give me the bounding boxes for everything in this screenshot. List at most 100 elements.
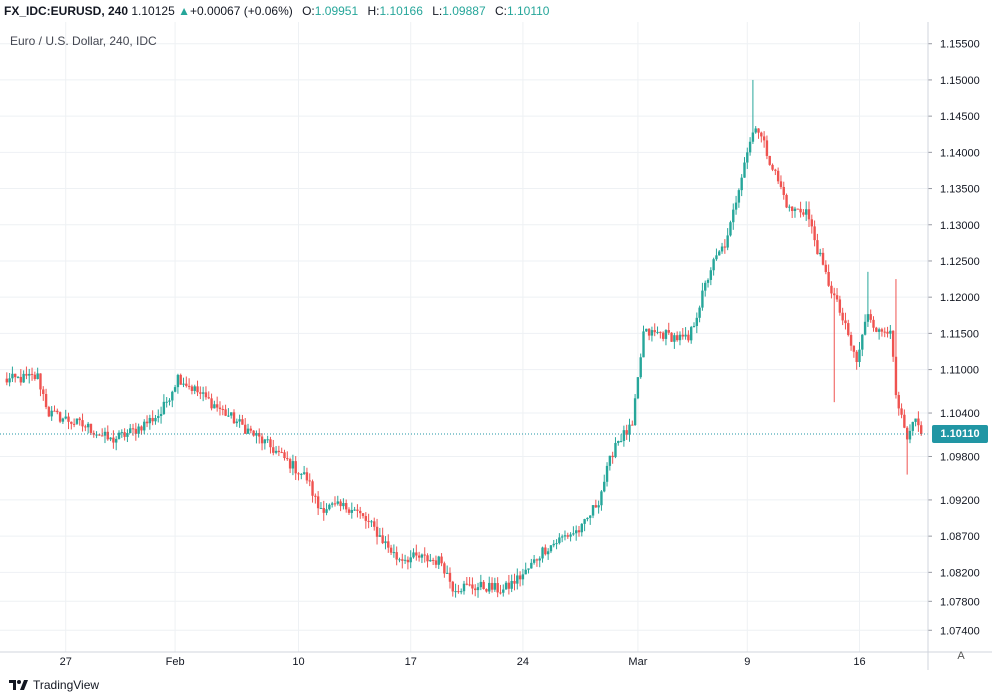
candlestick-chart[interactable]: 1.15500 1.15000 1.14500 1.14000 1.13500 1.130…	[0, 22, 992, 670]
candle-body	[120, 432, 124, 434]
candle-down	[185, 376, 188, 388]
candle-body	[788, 206, 791, 208]
candle-body	[802, 212, 805, 215]
auto-scale-button[interactable]: A	[957, 650, 965, 662]
candle-up	[488, 576, 491, 594]
candle-down	[723, 239, 727, 254]
candle-body	[39, 373, 42, 390]
candle-up	[914, 418, 917, 427]
candle-up	[737, 188, 741, 208]
candle-body	[367, 520, 370, 522]
candle-up	[266, 435, 269, 444]
candle-body	[729, 222, 732, 236]
candle-down	[448, 567, 452, 589]
candle-body	[866, 314, 870, 322]
candle-down	[824, 260, 828, 275]
candle-body	[258, 433, 261, 437]
y-tick-label: 1.13500	[940, 184, 980, 196]
candle-up	[858, 342, 861, 368]
candle-body	[137, 426, 140, 434]
candle-body	[628, 424, 631, 435]
candle-body	[420, 554, 424, 558]
candle-body	[684, 334, 687, 337]
candle-body	[322, 507, 325, 513]
candle-down	[869, 309, 872, 323]
candle-body	[157, 415, 160, 419]
candle-down	[30, 367, 34, 381]
candle-up	[157, 409, 160, 423]
candle-body	[44, 394, 48, 408]
candle-body	[799, 208, 802, 213]
candle-body	[821, 252, 825, 265]
tradingview-logo-icon[interactable]	[8, 677, 30, 693]
candle-body	[502, 589, 505, 593]
candle-body	[796, 208, 799, 210]
candle-up	[201, 386, 205, 402]
candle-body	[459, 591, 463, 593]
candle-down	[145, 415, 149, 428]
candle-up	[746, 147, 749, 169]
candle-up	[328, 503, 331, 511]
candle-body	[171, 391, 174, 401]
candle-body	[151, 417, 154, 422]
candle-up	[734, 195, 738, 215]
candle-body	[300, 473, 303, 475]
candle-up	[572, 526, 575, 536]
chart-container[interactable]: 1.15500 1.15000 1.14500 1.14000 1.13500 1.130…	[0, 22, 992, 670]
candle-up	[732, 203, 735, 230]
candle-down	[367, 513, 370, 529]
candle-body	[342, 503, 345, 507]
candle-up	[636, 377, 640, 400]
candle-down	[361, 513, 365, 519]
candle-body	[89, 423, 93, 433]
candle-down	[687, 330, 690, 343]
candle-body	[698, 307, 701, 318]
candle-up	[238, 414, 241, 428]
candle-up	[645, 328, 648, 332]
candle-down	[566, 532, 569, 539]
candle-body	[917, 418, 920, 426]
candle-down	[364, 512, 368, 529]
candle-body	[908, 430, 912, 440]
candle-down	[417, 551, 421, 562]
candle-up	[586, 517, 589, 522]
candle-body	[61, 418, 65, 422]
candle-up	[726, 228, 729, 251]
candle-up	[8, 372, 11, 387]
candle-body	[819, 252, 822, 255]
candle-body	[790, 206, 794, 212]
candle-up	[863, 314, 867, 336]
candle-down	[322, 500, 325, 521]
candle-body	[580, 523, 584, 533]
candle-body	[757, 128, 760, 133]
candle-body	[356, 509, 359, 511]
candle-up	[793, 206, 797, 218]
candle-body	[255, 433, 258, 436]
candle-body	[81, 420, 84, 427]
candle-down	[507, 574, 511, 595]
candle-down	[631, 420, 634, 426]
candle-body	[33, 374, 37, 380]
candle-down	[594, 499, 598, 508]
candle-down	[457, 584, 460, 594]
brand-label[interactable]: TradingView	[33, 677, 100, 692]
candle-body	[614, 442, 617, 458]
candle-body	[549, 545, 553, 552]
candle-body	[196, 386, 199, 393]
candle-body	[633, 398, 637, 425]
candle-down	[894, 279, 898, 399]
candle-body	[863, 321, 867, 335]
candle-down	[56, 408, 59, 415]
candle-body	[165, 401, 168, 403]
symbol-title[interactable]: FX_IDC:EURUSD, 240	[4, 4, 129, 18]
candle-up	[235, 418, 239, 427]
candle-up	[569, 532, 572, 542]
candle-body	[109, 437, 112, 440]
y-tick-label: 1.13000	[940, 220, 980, 232]
candle-body	[521, 574, 525, 580]
candle-down	[499, 584, 502, 595]
candle-body	[861, 334, 864, 350]
candle-body	[347, 509, 351, 513]
candle-down	[821, 247, 825, 266]
candle-up	[788, 204, 791, 212]
